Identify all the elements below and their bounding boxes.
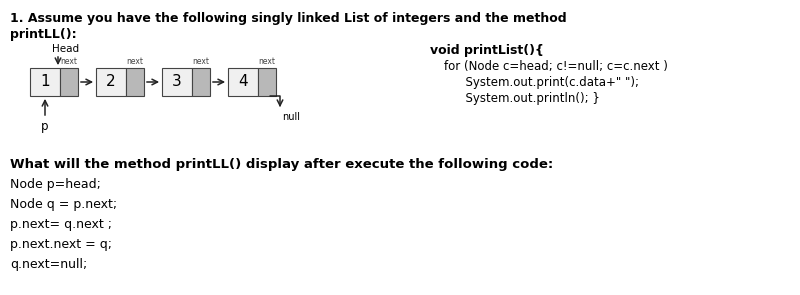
Text: for (Node c=head; c!=null; c=c.next ): for (Node c=head; c!=null; c=c.next ) bbox=[444, 60, 668, 73]
Text: p: p bbox=[41, 120, 49, 133]
Text: Node q = p.next;: Node q = p.next; bbox=[10, 198, 117, 211]
Text: 4: 4 bbox=[238, 75, 248, 89]
Text: Head: Head bbox=[52, 44, 79, 54]
Text: What will the method printLL() display after execute the following code:: What will the method printLL() display a… bbox=[10, 158, 554, 171]
Text: p.next.next = q;: p.next.next = q; bbox=[10, 238, 112, 251]
Bar bbox=[96, 68, 126, 96]
Bar bbox=[192, 68, 210, 96]
Text: 1. Assume you have the following singly linked List of integers and the method: 1. Assume you have the following singly … bbox=[10, 12, 566, 25]
Bar bbox=[126, 68, 144, 96]
Bar bbox=[60, 68, 78, 96]
Bar bbox=[228, 68, 258, 96]
Text: p.next= q.next ;: p.next= q.next ; bbox=[10, 218, 112, 231]
Text: Node p=head;: Node p=head; bbox=[10, 178, 101, 191]
Bar bbox=[258, 68, 276, 96]
Text: System.out.print(c.data+" ");: System.out.print(c.data+" "); bbox=[458, 76, 639, 89]
Text: null: null bbox=[282, 112, 300, 122]
Bar bbox=[30, 68, 60, 96]
Text: q.next=null;: q.next=null; bbox=[10, 258, 87, 271]
Text: next: next bbox=[61, 57, 78, 66]
Text: 2: 2 bbox=[106, 75, 116, 89]
Text: next: next bbox=[258, 57, 275, 66]
Text: void printList(){: void printList(){ bbox=[430, 44, 544, 57]
Text: 1: 1 bbox=[40, 75, 50, 89]
Text: next: next bbox=[126, 57, 143, 66]
Text: System.out.println(); }: System.out.println(); } bbox=[458, 92, 600, 105]
Text: 3: 3 bbox=[172, 75, 182, 89]
Text: printLL():: printLL(): bbox=[10, 28, 77, 41]
Bar bbox=[162, 68, 192, 96]
Text: next: next bbox=[193, 57, 210, 66]
